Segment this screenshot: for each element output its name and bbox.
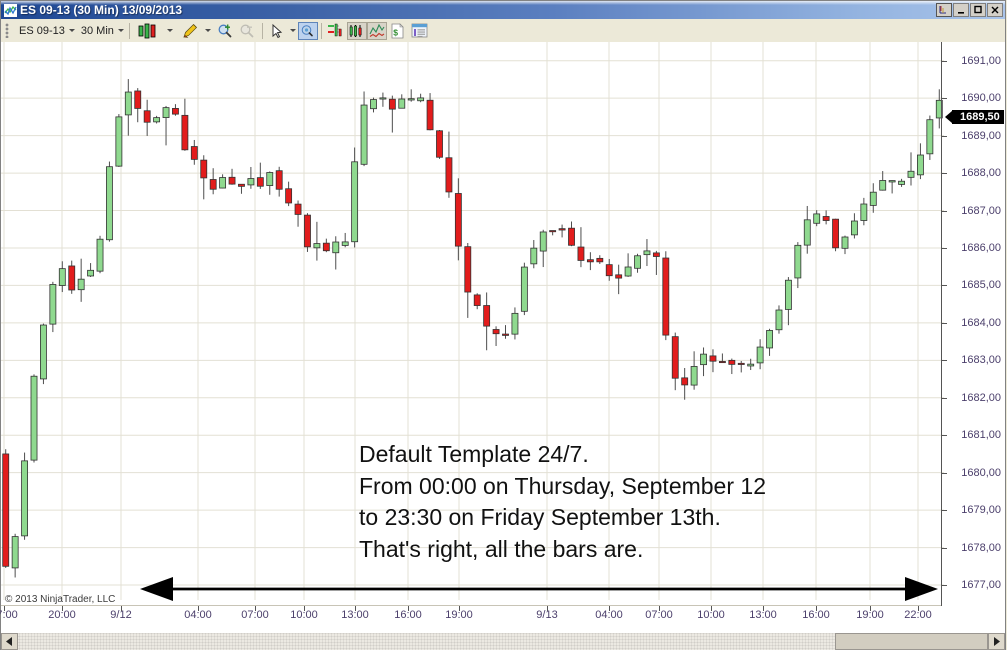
svg-text:$: $ — [393, 27, 398, 37]
